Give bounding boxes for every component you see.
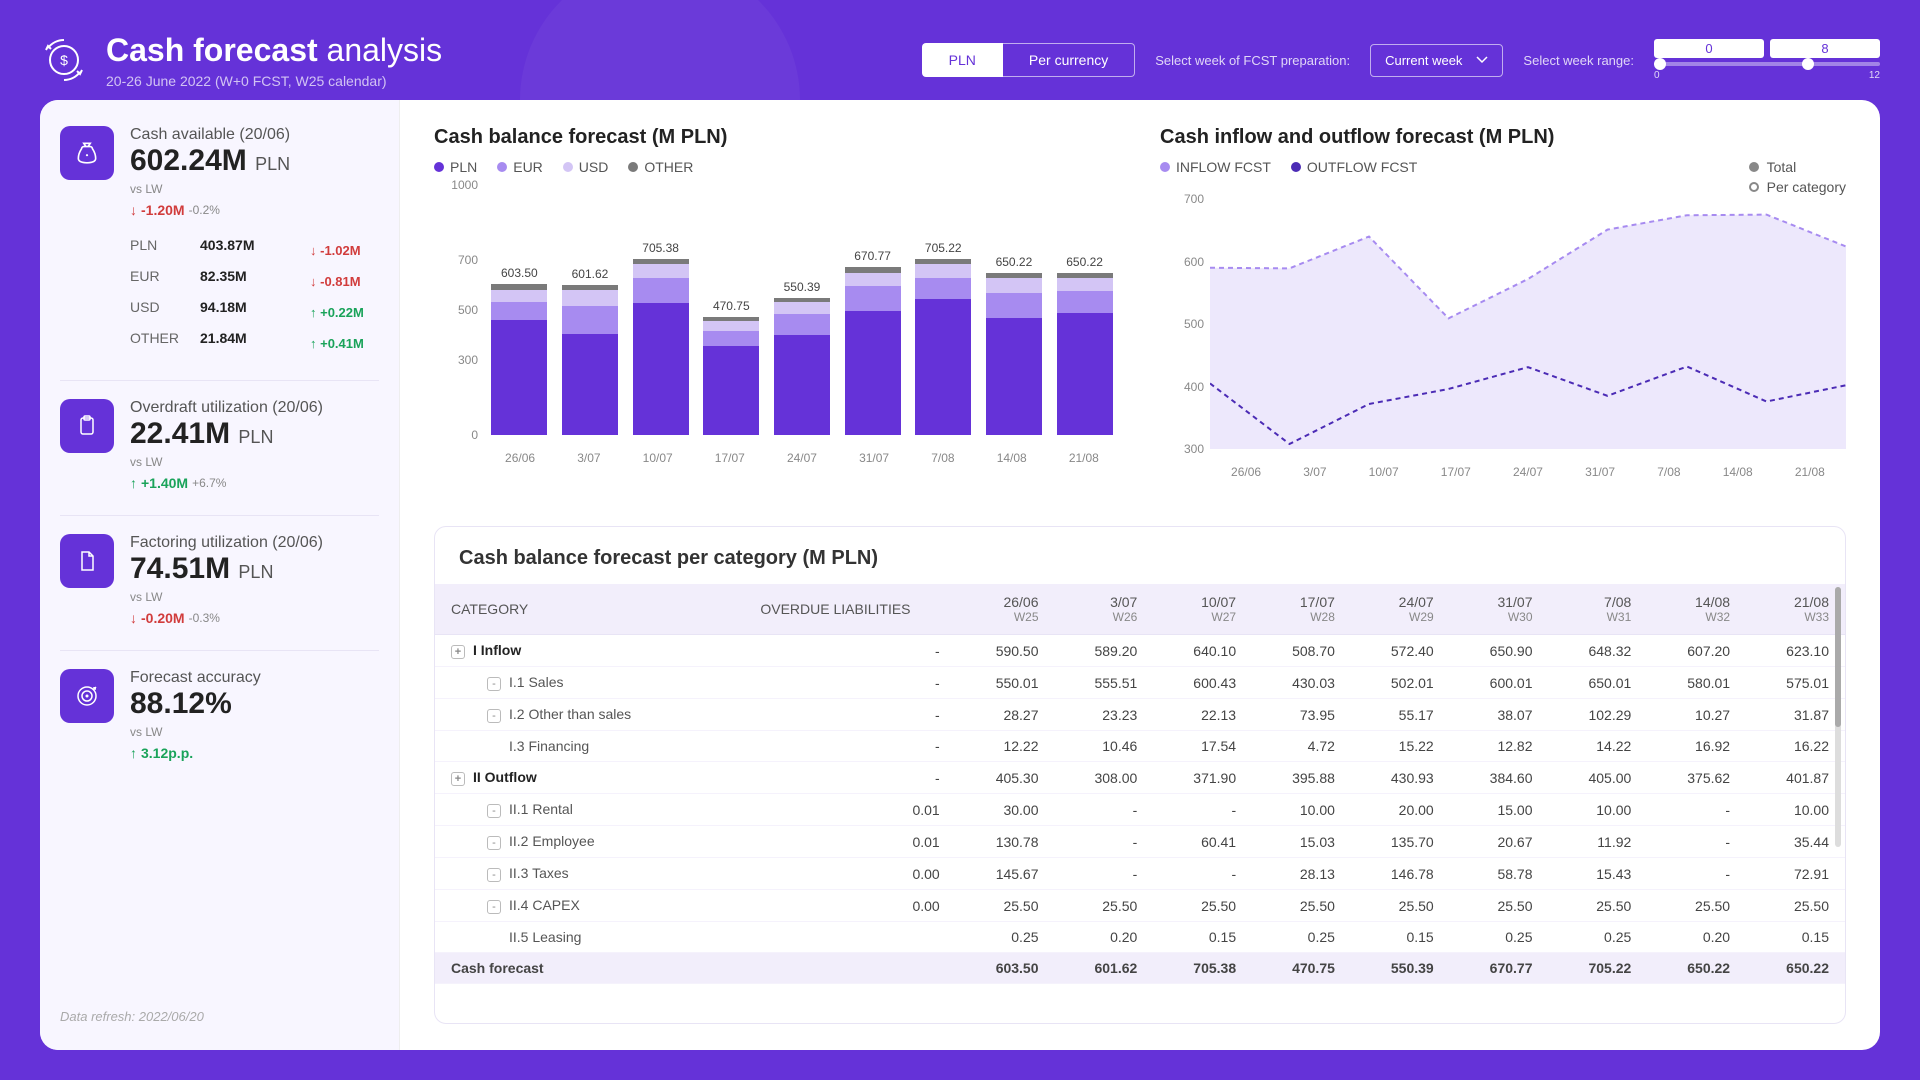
- table-scrollbar[interactable]: [1835, 587, 1841, 847]
- clipboard-icon: [60, 399, 114, 453]
- cash-delta: ↓-1.20M-0.2%: [130, 202, 379, 218]
- row-expander[interactable]: -: [487, 868, 501, 882]
- row-expander[interactable]: -: [487, 677, 501, 691]
- money-bag-icon: [60, 126, 114, 180]
- page-subtitle: 20-26 June 2022 (W+0 FCST, W25 calendar): [106, 73, 442, 89]
- sidebar: Cash available (20/06) 602.24M PLN vs LW…: [40, 100, 400, 1050]
- week-range-slider[interactable]: 0 8 0 12: [1654, 39, 1880, 81]
- line-chart-panel: Cash inflow and outflow forecast (M PLN)…: [1160, 126, 1846, 506]
- chevron-down-icon: [1476, 56, 1488, 64]
- row-expander[interactable]: -: [487, 709, 501, 723]
- card-cash-available: Cash available (20/06) 602.24M PLN vs LW…: [60, 126, 379, 381]
- row-expander[interactable]: +: [451, 645, 465, 659]
- header: $ Cash forecast analysis 20-26 June 2022…: [0, 0, 1920, 100]
- legend-total[interactable]: Total: [1749, 159, 1846, 175]
- bar-chart-panel: Cash balance forecast (M PLN) PLNEURUSDO…: [434, 126, 1120, 506]
- row-expander[interactable]: -: [487, 836, 501, 850]
- row-expander[interactable]: -: [487, 804, 501, 818]
- data-refresh: Data refresh: 2022/06/20: [60, 1009, 379, 1024]
- range-label: Select week range:: [1523, 53, 1634, 68]
- pill-per-currency[interactable]: Per currency: [1003, 43, 1135, 77]
- target-icon: [60, 669, 114, 723]
- week-dropdown[interactable]: Current week: [1370, 44, 1503, 77]
- card-overdraft: Overdraft utilization (20/06) 22.41M PLN…: [60, 399, 379, 516]
- card-factoring: Factoring utilization (20/06) 74.51M PLN…: [60, 534, 379, 651]
- page-title: Cash forecast analysis: [106, 32, 442, 69]
- forecast-table: CATEGORYOVERDUE LIABILITIES26/06W253/07W…: [435, 584, 1845, 984]
- svg-text:$: $: [60, 52, 68, 68]
- card-accuracy: Forecast accuracy 88.12% vs LW ↑3.12p.p.: [60, 669, 379, 785]
- row-expander[interactable]: -: [487, 900, 501, 914]
- table-panel: Cash balance forecast per category (M PL…: [434, 526, 1846, 1024]
- select-week-label: Select week of FCST preparation:: [1155, 53, 1350, 68]
- legend-per-category[interactable]: Per category: [1749, 179, 1846, 195]
- row-expander[interactable]: +: [451, 772, 465, 786]
- document-icon: [60, 534, 114, 588]
- pill-pln[interactable]: PLN: [922, 43, 1003, 77]
- logo-icon: $: [40, 36, 88, 84]
- currency-toggle: PLN Per currency: [922, 43, 1136, 77]
